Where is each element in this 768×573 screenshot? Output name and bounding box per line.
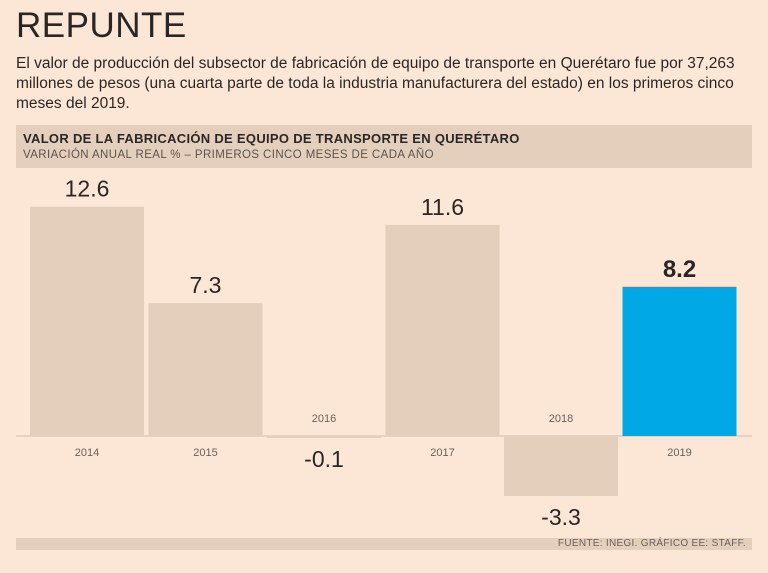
year-label-2019: 2019	[667, 447, 691, 459]
value-label-2019: 8.2	[663, 256, 696, 283]
footer-bar: FUENTE: INEGI. GRÁFICO EE: STAFF.	[16, 538, 752, 550]
chart-title: VALOR DE LA FABRICACIÓN DE EQUIPO DE TRA…	[23, 131, 520, 146]
year-label-2014: 2014	[75, 447, 99, 459]
year-label-2016: 2016	[312, 413, 336, 425]
bar-2014	[30, 206, 144, 436]
year-label-2017: 2017	[430, 447, 454, 459]
value-label-2014: 12.6	[65, 176, 110, 202]
year-label-2015: 2015	[193, 447, 217, 459]
intro-paragraph: El valor de producción del subsector de …	[16, 55, 735, 112]
bar-2019	[622, 286, 737, 436]
value-label-2018: -3.3	[541, 504, 581, 530]
chart-header: VALOR DE LA FABRICACIÓN DE EQUIPO DE TRA…	[16, 125, 752, 168]
bar-2016	[267, 436, 381, 438]
source-note: FUENTE: INEGI. GRÁFICO EE: STAFF.	[557, 538, 746, 549]
value-label-2017: 11.6	[421, 194, 464, 220]
year-label-2018: 2018	[549, 413, 573, 425]
headline: REPUNTE	[16, 6, 187, 45]
bar-2018	[504, 436, 618, 497]
value-label-2015: 7.3	[190, 272, 222, 298]
bar-2017	[385, 224, 500, 436]
chart-subtitle: VARIACIÓN ANUAL REAL % – PRIMEROS CINCO …	[23, 149, 434, 161]
bar-2015	[148, 303, 263, 436]
value-label-2016: -0.1	[304, 446, 344, 472]
